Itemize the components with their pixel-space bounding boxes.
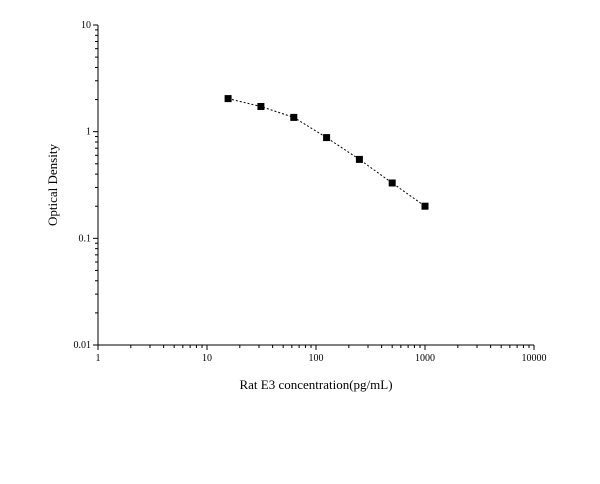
data-point: [388, 179, 396, 187]
y-axis-title: Optical Density: [45, 144, 60, 226]
x-tick-label: 10000: [522, 353, 547, 364]
y-tick-label: 0.1: [79, 233, 92, 244]
data-point: [224, 95, 232, 103]
y-tick-label: 1: [86, 127, 91, 138]
y-tick-label: 0.01: [74, 340, 92, 351]
x-tick-label: 1000: [415, 353, 435, 364]
data-point: [421, 202, 429, 210]
data-point: [323, 134, 331, 142]
x-tick-label: 100: [309, 353, 324, 364]
plot-area: 0.01 0.1 1 10 1 10 100 1000 10000: [74, 20, 547, 364]
data-point: [290, 113, 298, 121]
data-point: [355, 155, 363, 163]
data-point: [257, 103, 265, 110]
y-tick-label: 10: [81, 20, 91, 31]
x-axis-title: Rat E3 concentration(pg/mL): [239, 377, 392, 392]
x-tick-label: 10: [202, 353, 212, 364]
x-tick-label: 1: [96, 353, 101, 364]
series-line: [227, 98, 426, 207]
